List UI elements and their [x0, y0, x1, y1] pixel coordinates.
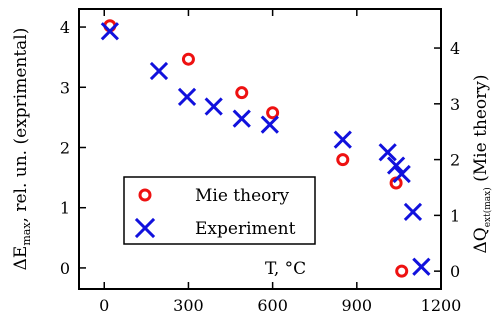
left-y-tick-label: 3: [60, 78, 70, 97]
legend-mie-label: Mie theory: [195, 186, 290, 206]
experiment-point: [177, 87, 197, 107]
right-y-tick-label: 3: [450, 95, 460, 114]
x-tick-label: 0: [99, 296, 109, 315]
experiment-point: [392, 164, 411, 184]
legend-box: [123, 176, 316, 245]
x-tick-label: 300: [173, 296, 204, 315]
right-y-tick-label: 2: [450, 151, 460, 170]
mie-theory-point: [266, 106, 280, 120]
mie-theory-point: [235, 86, 249, 100]
left-y-tick-label: 4: [60, 18, 70, 37]
left-y-axis-title-main: ΔE: [11, 246, 31, 271]
right-y-axis-title: ΔQext(max) (Mie theory): [471, 74, 493, 253]
right-y-axis-title-rest: (Mie theory): [471, 74, 491, 187]
tick-labels: 0 300 600 900 1200 0 1 2 3 4 0 1 2 3 4: [60, 18, 462, 315]
right-y-tick-label: 1: [450, 206, 460, 225]
left-y-tick-label: 0: [60, 259, 70, 278]
axis-ticks: [79, 9, 442, 289]
legend: Mie theory Experiment: [123, 176, 316, 245]
experiment-point: [403, 202, 423, 222]
mie-theory-point: [395, 264, 409, 278]
right-y-axis-title-main: ΔQ: [471, 227, 491, 253]
mie-theory-point: [181, 52, 195, 66]
right-y-tick-label: 4: [450, 39, 460, 58]
x-axis-annotation: T, °C: [265, 259, 306, 279]
experiment-point: [260, 115, 279, 134]
left-y-tick-label: 2: [60, 138, 70, 157]
legend-mie-marker: [138, 188, 152, 202]
experiment-point: [412, 257, 431, 276]
experiment-point: [149, 61, 169, 81]
right-y-axis-title-sub: ext(max): [482, 187, 493, 227]
left-y-axis-title-sub: max: [20, 222, 33, 246]
legend-experiment-label: Experiment: [195, 219, 296, 239]
left-y-tick-label: 1: [60, 199, 70, 218]
data-markers: [100, 19, 431, 278]
x-tick-label: 900: [342, 296, 373, 315]
left-y-axis-title-rest: , rel. un. (exprimental): [11, 28, 31, 223]
experiment-point: [204, 97, 223, 116]
experiment-point: [232, 109, 251, 128]
x-tick-label: 1200: [421, 296, 462, 315]
plot-frame: [78, 8, 442, 290]
experiment-point: [378, 143, 397, 162]
experiment-point: [386, 156, 406, 175]
left-y-axis-title: ΔEmax, rel. un. (exprimental): [11, 28, 33, 271]
legend-experiment-marker: [134, 217, 156, 239]
experiment-point: [333, 130, 352, 149]
x-tick-label: 600: [257, 296, 288, 315]
experiment-point: [100, 22, 119, 41]
right-y-tick-label: 0: [450, 262, 460, 281]
mie-theory-point: [336, 153, 350, 167]
